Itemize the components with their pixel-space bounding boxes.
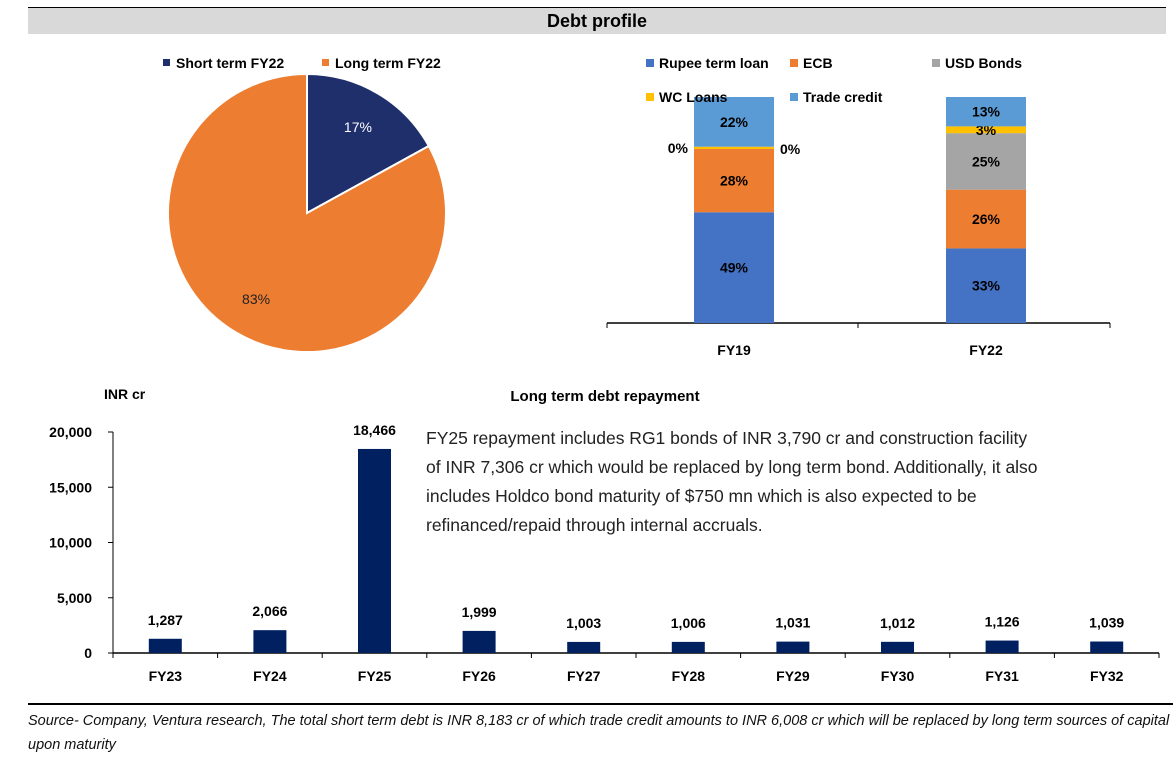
bar-value-label: 1,012 [880, 615, 915, 631]
segment-label: 13% [972, 104, 1001, 120]
x-tick-label: FY31 [985, 668, 1019, 684]
x-tick-label: FY28 [672, 668, 706, 684]
legend-label: WC Loans [659, 89, 728, 105]
bar-value-label: 1,031 [775, 615, 810, 631]
bar [567, 641, 601, 653]
x-tick-label: FY24 [253, 668, 287, 684]
x-tick-label: FY23 [149, 668, 183, 684]
segment-label: 25% [972, 153, 1001, 169]
y-tick-label: 0 [84, 645, 92, 661]
bar-value-label: 18,466 [353, 422, 396, 438]
x-tick-label: FY32 [1090, 668, 1124, 684]
legend-label: USD Bonds [945, 55, 1022, 71]
stacked-bar-segment [946, 248, 1026, 323]
bar [985, 640, 1019, 653]
stacked-bar-segment [946, 97, 1026, 127]
segment-label: 33% [972, 278, 1001, 294]
legend-label: Trade credit [803, 89, 883, 105]
stacked-bar-segment [694, 146, 774, 149]
stacked-bar-segment [946, 133, 1026, 190]
segment-label: 28% [720, 173, 749, 189]
x-tick-label: FY30 [881, 668, 915, 684]
source-note: Source- Company, Ventura research, The t… [28, 703, 1173, 757]
legend-swatch [790, 93, 798, 101]
chart-title: Long term debt repayment [510, 388, 699, 405]
segment-label: 26% [972, 211, 1001, 227]
legend-swatch [322, 59, 329, 66]
legend-swatch [790, 59, 798, 67]
legend-label: Short term FY22 [176, 55, 284, 71]
x-tick-label: FY27 [567, 668, 601, 684]
bar [148, 638, 182, 653]
y-tick-label: 15,000 [49, 479, 92, 495]
stacked-bar-segment [946, 189, 1026, 249]
pie-slice [167, 72, 447, 353]
x-tick-label: FY19 [717, 342, 751, 358]
bar [358, 448, 391, 653]
legend-label: Long term FY22 [335, 55, 441, 71]
legend-swatch [646, 59, 654, 67]
stacked-bar-segment [694, 97, 774, 147]
y-axis-title: INR cr [104, 386, 146, 402]
stacked-bar-segment [946, 126, 1026, 134]
segment-label: 49% [720, 260, 749, 276]
bar-value-label: 1,287 [148, 612, 183, 628]
y-tick-label: 10,000 [49, 535, 92, 551]
segment-label: 0% [668, 140, 689, 156]
bar-value-label: 1,039 [1089, 615, 1124, 631]
legend-swatch [932, 59, 940, 67]
pie-slice-label: 17% [344, 119, 372, 135]
bar [776, 641, 810, 653]
segment-label: 22% [720, 114, 749, 130]
stacked-bar-segment [694, 212, 774, 323]
x-tick-label: FY22 [969, 342, 1003, 358]
segment-label: 0% [780, 141, 801, 157]
x-tick-label: FY29 [776, 668, 810, 684]
legend-label: ECB [803, 55, 833, 71]
bar [253, 630, 287, 653]
bar [881, 641, 914, 653]
bar [671, 641, 705, 653]
section-title: Debt profile [28, 7, 1166, 34]
bar-value-label: 1,003 [566, 615, 601, 631]
bar-value-label: 1,999 [462, 604, 497, 620]
y-tick-label: 20,000 [49, 424, 92, 440]
pie-slice [306, 72, 431, 215]
legend-swatch [646, 93, 654, 101]
bar-value-label: 2,066 [252, 603, 287, 619]
bar-value-label: 1,006 [671, 615, 706, 631]
stacked-bar-segment [694, 148, 774, 213]
legend-label: Rupee term loan [659, 55, 769, 71]
x-tick-label: FY25 [358, 668, 392, 684]
y-tick-label: 5,000 [57, 590, 92, 606]
x-tick-label: FY26 [462, 668, 496, 684]
bar [462, 630, 496, 653]
bar [1090, 641, 1124, 653]
repayment-annotation: FY25 repayment includes RG1 bonds of INR… [426, 428, 1038, 535]
legend-swatch [163, 59, 170, 66]
pie-slice-label: 83% [242, 291, 270, 307]
bar-value-label: 1,126 [985, 614, 1020, 630]
